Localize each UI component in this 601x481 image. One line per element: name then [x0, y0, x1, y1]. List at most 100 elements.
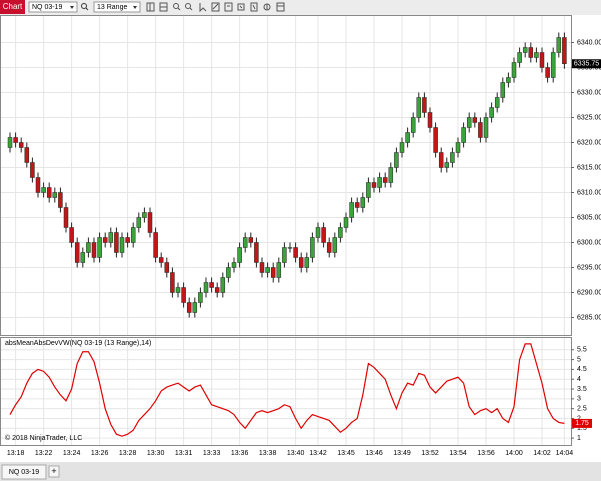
x-tick-label: 13:54 [449, 450, 467, 457]
candle-body [192, 302, 198, 313]
candle-body [466, 117, 472, 128]
search-icon[interactable] [81, 3, 89, 11]
candle-body [63, 207, 69, 228]
candle-body [86, 242, 91, 253]
y-tick-label: 5 [577, 356, 581, 363]
candle-body [310, 237, 315, 258]
candle-body [517, 52, 522, 63]
candle-body [326, 242, 332, 253]
candle-body [539, 52, 545, 68]
x-tick-label: 14:04 [556, 450, 574, 457]
candle-body [7, 137, 13, 148]
y-tick-label: 6325.00 [577, 114, 601, 121]
candle-body [198, 292, 203, 303]
candle-body [399, 142, 405, 153]
candle-body [500, 82, 506, 98]
candle-body [506, 77, 511, 83]
instrument-tab[interactable] [1, 464, 47, 480]
copyright: © 2018 NinjaTrader, LLC [5, 434, 82, 442]
y-tick-label: 4 [577, 376, 581, 383]
x-tick-label: 13:45 [337, 450, 355, 457]
x-tick-label: 13:52 [421, 450, 439, 457]
x-tick-label: 13:42 [309, 450, 327, 457]
candle-body [80, 252, 86, 263]
instrument-dropdown[interactable] [28, 1, 78, 13]
candle-body [461, 127, 466, 143]
candle-body [242, 237, 248, 248]
candle-body [220, 277, 226, 293]
chart-tab[interactable] [0, 0, 25, 14]
candle-body [438, 152, 444, 168]
y-tick-label: 1 [577, 435, 581, 442]
y-tick-label: 6330.00 [577, 89, 601, 96]
indicator-line [9, 343, 565, 437]
x-tick-label: 13:40 [287, 450, 305, 457]
candle-body [343, 217, 349, 228]
x-tick-label: 13:26 [91, 450, 109, 457]
x-tick-label: 13:36 [231, 450, 249, 457]
last-value-label: 1.75 [575, 420, 589, 427]
candle-body [478, 122, 483, 138]
y-tick-label: 6310.00 [577, 189, 601, 196]
x-tick-label: 13:49 [393, 450, 411, 457]
candle-body [455, 142, 461, 153]
y-tick-label: 6300.00 [577, 239, 601, 246]
candle-body [69, 227, 74, 243]
candle-body [231, 262, 237, 268]
new-tab-label: + [51, 466, 56, 476]
y-tick-label: 6305.00 [577, 214, 601, 221]
dropdown-arrow [133, 6, 137, 9]
candle-body [226, 267, 231, 278]
candle-body [114, 232, 119, 253]
x-tick-label: 13:22 [35, 450, 53, 457]
interval-dropdown[interactable] [93, 1, 141, 13]
candle-body [483, 117, 489, 138]
candle-body [382, 177, 388, 183]
candle-body [394, 152, 399, 168]
x-tick-label: 13:24 [63, 450, 81, 457]
candle-body [528, 47, 534, 58]
candle-body [338, 227, 343, 238]
y-tick-label: 5.5 [577, 347, 587, 354]
candle-body [298, 257, 304, 268]
candle-body [444, 162, 450, 168]
candle-body [287, 247, 293, 249]
y-tick-label: 6285.00 [577, 314, 601, 321]
candle-body [119, 237, 125, 253]
candle-body [422, 97, 427, 113]
candle-body [41, 187, 46, 193]
candle-body [494, 97, 500, 108]
candle-body [489, 107, 494, 118]
candle-body [562, 37, 567, 64]
candle-body [259, 262, 265, 273]
chart-area [0, 15, 601, 462]
last-price-marker [572, 59, 601, 69]
instrument-label: NQ 03-19 [32, 4, 62, 11]
tab-bar [0, 462, 601, 481]
x-tick-label: 13:33 [203, 450, 221, 457]
candle-body [304, 257, 310, 268]
candle-body [18, 142, 24, 148]
y-tick-label: 3 [577, 396, 581, 403]
x-tick-label: 13:18 [7, 450, 25, 457]
candle-body [360, 197, 366, 208]
candle-body [52, 192, 58, 198]
candle-body [366, 182, 371, 198]
candle-body [522, 47, 528, 53]
candle-body [349, 202, 354, 218]
candle-body [265, 267, 270, 273]
last-value-marker [572, 418, 592, 428]
y-tick-label: 6295.00 [577, 264, 601, 271]
candle-body [410, 117, 416, 133]
candle-body [550, 52, 556, 78]
candle-body [209, 282, 214, 288]
indicator-panel [0, 337, 572, 446]
toolbar-icons[interactable] [146, 2, 285, 13]
new-tab-button[interactable] [48, 465, 60, 478]
candle-body [371, 182, 377, 188]
candle-body [158, 257, 164, 263]
candle-body [282, 247, 287, 263]
candle-body [153, 232, 158, 258]
instrument-tab-label: NQ 03-19 [9, 469, 39, 476]
